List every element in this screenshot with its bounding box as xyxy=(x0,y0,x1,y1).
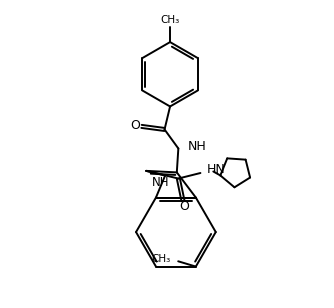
Text: O: O xyxy=(130,119,140,132)
Text: O: O xyxy=(180,200,189,213)
Text: NH: NH xyxy=(152,176,169,189)
Text: CH₃: CH₃ xyxy=(151,254,171,264)
Text: NH: NH xyxy=(188,140,206,153)
Text: CH₃: CH₃ xyxy=(160,15,180,25)
Text: HN: HN xyxy=(207,163,226,176)
